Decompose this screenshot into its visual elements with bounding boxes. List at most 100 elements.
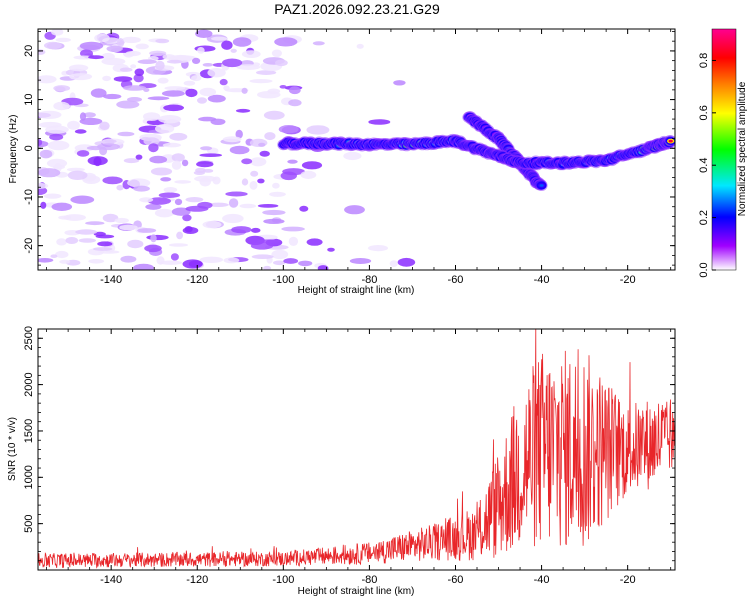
heatmap-noise-blob [176, 231, 184, 240]
snr-ytick-label: 1000 [23, 465, 35, 489]
heatmap-noise-blob [158, 115, 182, 124]
heatmap-noise-blob [207, 68, 226, 78]
heatmap-noise-blob [83, 112, 96, 118]
heatmap-noise-blob [130, 64, 137, 69]
colorbar-tick-label: 0.2 [698, 210, 710, 225]
heatmap-noise-blob [185, 88, 198, 98]
heatmap-noise-blob [133, 185, 150, 192]
heatmap-noise-blob [116, 184, 124, 191]
heatmap-noise-blob [38, 49, 46, 55]
heatmap-noise-blob [182, 214, 192, 222]
heatmap-noise-blob [113, 76, 133, 82]
snr-ytick-label: 500 [23, 514, 35, 532]
heatmap-noise-blob [257, 178, 265, 184]
snr-ytick-label: 2500 [23, 326, 35, 350]
heatmap-noise-blob [38, 168, 61, 178]
heatmap-noise-blob [55, 250, 69, 259]
heatmap-noise-blob [146, 234, 169, 241]
heatmap-noise-blob [143, 137, 160, 146]
heatmap-noise-blob [199, 153, 222, 157]
colorbar-ticks: 0.0 0.2 0.4 0.6 0.8 [698, 53, 716, 278]
heatmap-noise-blob [193, 170, 206, 175]
heatmap-noise-blob [50, 254, 58, 258]
heatmap-noise-blob [133, 73, 144, 83]
heatmap-noise-blob [157, 77, 169, 84]
heatmap-noise-blob [181, 159, 189, 167]
heatmap-noise-blob [222, 58, 243, 68]
heatmap-noise-blob [65, 237, 79, 244]
heatmap-noise-blob [121, 36, 141, 44]
heatmap-noise-blob [155, 60, 165, 71]
heatmap-noise-blob [197, 47, 205, 54]
heatmap-noise-blob [119, 224, 138, 231]
heatmap-noise-blob [249, 79, 273, 84]
heatmap-noise-blob [55, 37, 71, 43]
spectrogram-xtick-label: -140 [100, 274, 122, 286]
heatmap-noise-blob [85, 221, 105, 226]
heatmap-noise-blob [137, 228, 157, 233]
heatmap-noise-blob [53, 85, 71, 92]
heatmap-noise-blob [283, 258, 299, 264]
heatmap-noise-blob [143, 112, 161, 121]
heatmap-branch-ridge-core [539, 184, 544, 187]
heatmap-noise-blob [102, 75, 111, 82]
heatmap-noise-blob [236, 64, 261, 70]
heatmap-noise-blob [317, 265, 329, 270]
spectrogram-ytick-label: 10 [23, 93, 35, 105]
heatmap-noise-blob [155, 124, 175, 134]
heatmap-noise-blob [219, 78, 228, 86]
heatmap-noise-blob [70, 195, 95, 204]
heatmap-noise-blob [271, 249, 289, 260]
snr-xlabel: Height of straight line (km) [298, 586, 415, 597]
heatmap-noise-blob [241, 158, 253, 165]
heatmap-noise-blob [117, 131, 135, 137]
heatmap-noise-layer [38, 29, 416, 270]
heatmap-noise-blob [162, 54, 176, 60]
heatmap-noise-blob [159, 260, 182, 265]
heatmap-noise-blob [171, 153, 185, 162]
heatmap-noise-blob [93, 231, 106, 237]
spectrogram-xtick-label: -120 [186, 274, 208, 286]
snr-ytick-label: 2000 [23, 372, 35, 396]
heatmap-noise-blob [192, 57, 201, 64]
heatmap-noise-blob [228, 198, 239, 208]
heatmap-noise-blob [288, 99, 302, 107]
heatmap-noise-blob [38, 75, 57, 84]
heatmap-noise-blob [199, 87, 217, 97]
heatmap-noise-blob [235, 108, 251, 113]
heatmap-noise-blob [123, 85, 147, 91]
heatmap-noise-blob [53, 101, 70, 111]
heatmap-noise-blob [168, 243, 189, 247]
heatmap-noise-blob [120, 255, 137, 263]
colorbar-label: Normalized spectral amplitude [737, 81, 748, 216]
heatmap-noise-blob [185, 197, 204, 203]
heatmap-noise-blob [68, 64, 89, 72]
heatmap-noise-blob [222, 213, 244, 224]
heatmap-noise-blob [262, 209, 286, 216]
heatmap-noise-blob [231, 226, 252, 234]
snr-xtick-label: -60 [448, 574, 464, 586]
heatmap-noise-blob [182, 259, 203, 269]
heatmap-noise-blob [80, 49, 93, 58]
spectrogram-ytick-label: -10 [23, 189, 35, 205]
heatmap-noise-blob [116, 100, 140, 109]
heatmap-noise-blob [250, 242, 274, 250]
heatmap-noise-blob [257, 239, 281, 243]
heatmap-noise-blob [38, 121, 62, 128]
heatmap-noise-blob [127, 178, 151, 188]
heatmap-noise-blob [58, 215, 72, 220]
snr-xtick-label: -120 [186, 574, 208, 586]
snr-ticks: -140 -120 -100 -80 -60 -40 -20 500 1000 1500 2000 2… [23, 326, 675, 586]
heatmap-noise-blob [174, 180, 192, 184]
heatmap-noise-blob [281, 226, 305, 232]
heatmap-noise-blob [397, 257, 416, 267]
heatmap-noise-blob [135, 43, 149, 50]
heatmap-noise-blob [299, 205, 309, 212]
snr-panel: -140 -120 -100 -80 -60 -40 -20 500 1000 1500 2000 2… [7, 326, 676, 597]
heatmap-noise-blob [170, 253, 179, 261]
heatmap-noise-blob [106, 45, 123, 52]
heatmap-noise-blob [211, 36, 228, 41]
heatmap-noise-blob [263, 218, 285, 224]
heatmap-noise-blob [149, 50, 167, 56]
heatmap-noise-blob [343, 151, 362, 161]
